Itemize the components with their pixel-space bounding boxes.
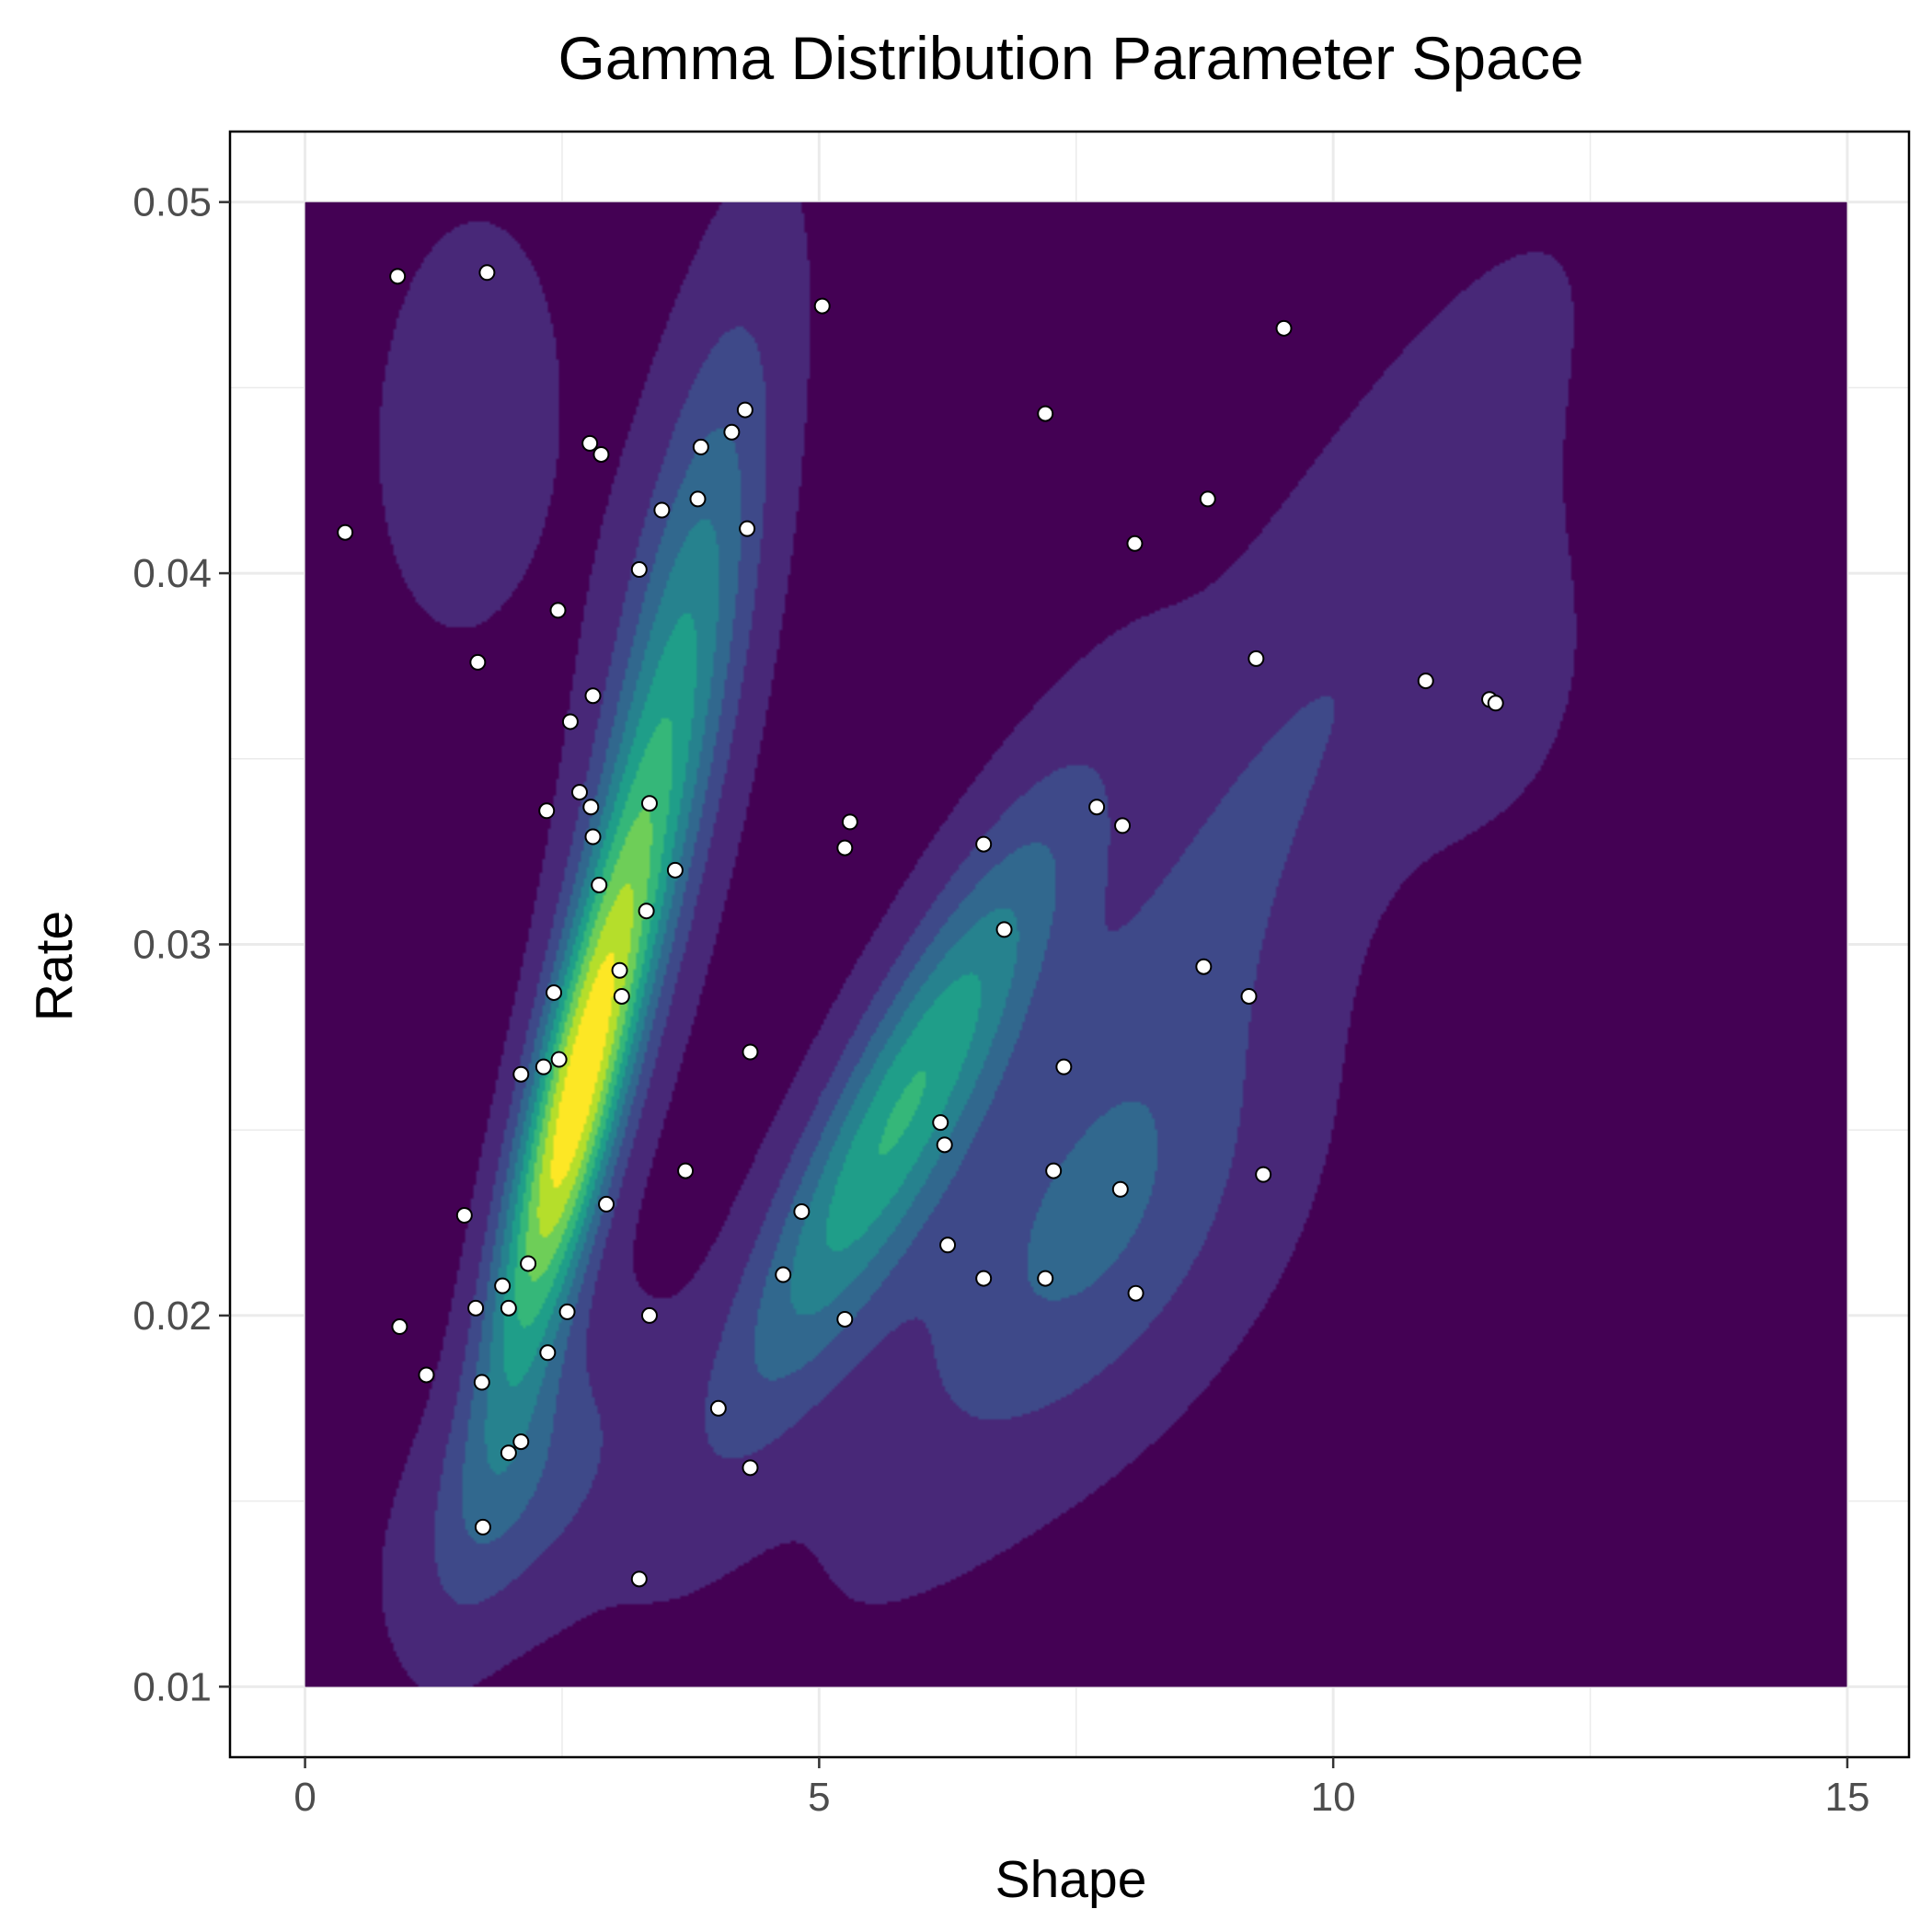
data-point [638,903,655,920]
data-point [598,1195,615,1213]
data-point [709,1399,727,1417]
data-point [418,1366,435,1384]
data-point [467,1299,485,1317]
y-axis-label: Rate [25,911,84,1021]
data-point [494,1277,512,1294]
data-point [500,1299,517,1317]
data-point [1126,535,1144,552]
data-point [1088,799,1106,816]
data-point [474,1518,491,1535]
data-point [512,1433,530,1451]
data-point [742,1459,759,1477]
data-point [1248,650,1265,667]
data-point [535,1058,552,1075]
data-point [1114,817,1132,834]
y-tick-label: 0.04 [132,551,212,596]
data-point [1037,1270,1054,1287]
data-point [995,921,1013,938]
data-point [689,490,707,508]
data-point [512,1065,530,1083]
data-point [582,799,600,816]
data-point [570,784,588,801]
data-point [640,795,658,812]
data-point [939,1236,957,1254]
x-tick-label: 10 [1311,1775,1356,1820]
y-tick-label: 0.05 [132,180,212,225]
data-point [581,434,599,452]
data-point [538,802,556,820]
data-point [775,1266,792,1283]
data-point [677,1162,695,1179]
data-point [841,813,858,831]
x-axis-ticks: 0 5 10 15 [293,1757,1869,1820]
data-point [469,653,487,671]
data-point [640,1306,658,1324]
data-point [1055,1058,1073,1075]
data-point [546,983,563,1001]
data-point [455,1207,473,1224]
data-point [836,839,854,857]
data-point [549,602,567,619]
data-point [611,961,628,979]
data-point [975,835,993,853]
data-point [389,268,407,285]
data-point [1240,987,1258,1005]
data-point [584,828,602,845]
data-point [1255,1166,1272,1183]
data-point [793,1202,811,1220]
data-point [1275,319,1293,337]
x-axis-label: Shape [995,1850,1147,1909]
data-point [936,1136,953,1154]
data-point [591,876,608,893]
density-raster [305,201,1847,1687]
data-point [478,264,496,282]
data-point [666,861,684,879]
data-point [836,1310,854,1328]
data-point [561,713,579,730]
data-point [520,1255,537,1272]
data-point [653,501,671,519]
data-point [1045,1162,1063,1179]
chart-title: Gamma Distribution Parameter Space [558,24,1583,92]
y-tick-label: 0.03 [132,923,212,968]
data-point [592,445,610,463]
data-point [558,1303,576,1320]
data-point [742,1043,759,1061]
density-contours [305,201,1847,1687]
data-point [739,520,756,537]
x-tick-label: 0 [293,1775,316,1820]
data-point [391,1318,408,1336]
data-point [932,1114,949,1132]
data-point [692,438,709,455]
data-point [550,1051,568,1068]
data-point [1487,695,1504,712]
y-tick-label: 0.02 [132,1294,212,1339]
data-point [1111,1180,1129,1198]
y-tick-label: 0.01 [132,1664,212,1709]
data-point [1417,673,1434,690]
data-point [630,1570,648,1588]
data-point [1199,490,1216,508]
data-point [1037,405,1054,422]
data-point [584,687,602,705]
data-point [975,1270,993,1287]
data-point [813,297,831,315]
x-tick-label: 5 [808,1775,830,1820]
data-point [723,423,741,441]
data-point [736,401,753,419]
data-point [1127,1284,1144,1302]
data-point [1195,958,1213,975]
data-point [613,987,630,1005]
data-point [539,1344,557,1362]
data-point [630,561,648,579]
data-points [337,264,1504,1588]
data-point [337,523,354,541]
x-tick-label: 15 [1824,1775,1869,1820]
y-axis-ticks: 0.01 0.02 0.03 0.04 0.05 [132,180,230,1709]
data-point [500,1444,517,1462]
data-point [473,1374,490,1391]
